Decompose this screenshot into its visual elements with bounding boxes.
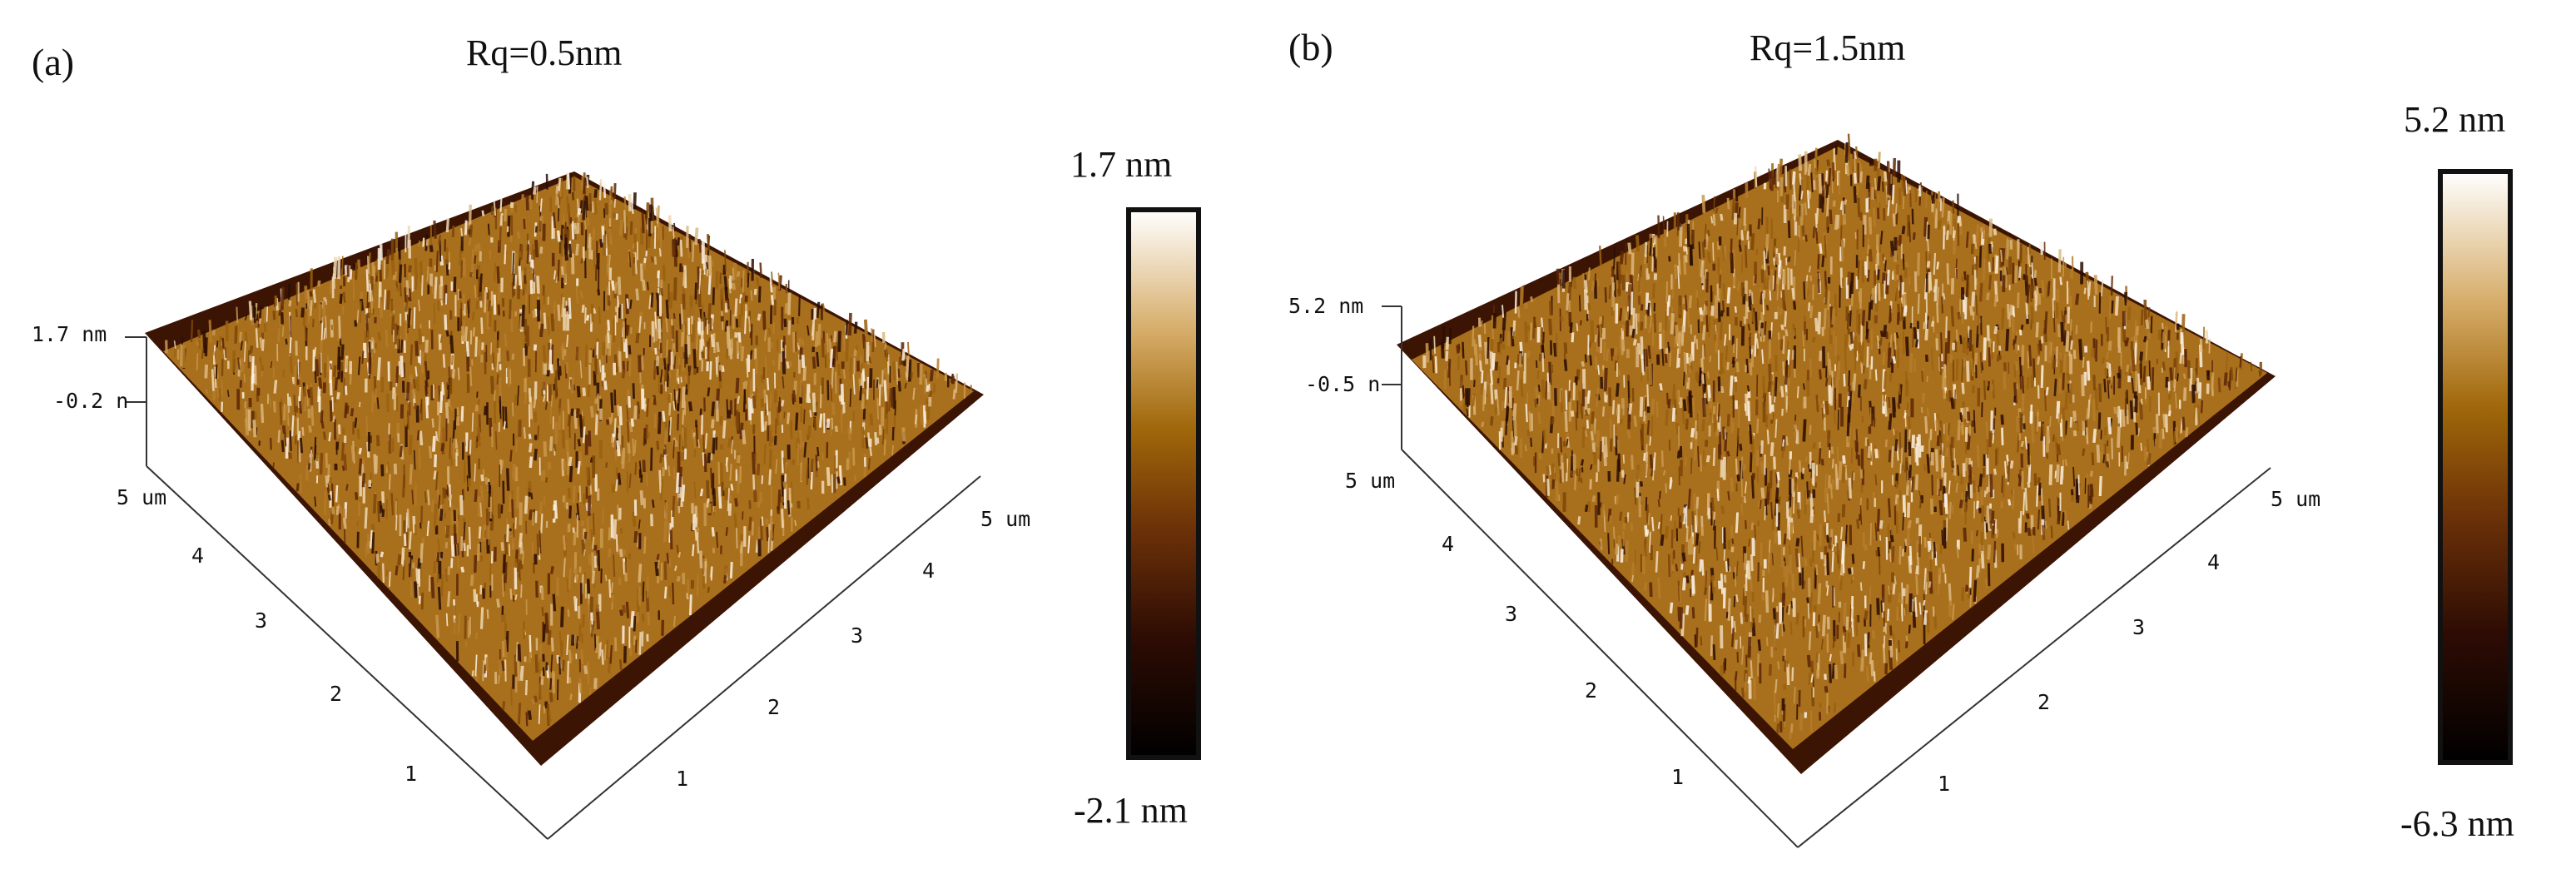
x-axis-ticks: 1 2 3 4 <box>676 559 935 791</box>
panel-label: (a) <box>32 41 74 83</box>
x-axis-max-label: 5 um <box>2271 487 2320 511</box>
y-tick: 4 <box>1442 532 1454 556</box>
x-tick: 2 <box>2037 690 2050 714</box>
z-top-label: 5.2 nm <box>1288 294 1363 318</box>
x-tick: 1 <box>1938 772 1950 796</box>
x-axis-max-label: 5 um <box>980 507 1030 531</box>
panel-title: Rq=1.5nm <box>1750 27 1905 68</box>
x-tick: 3 <box>851 623 863 648</box>
colorbar-min-label: -6.3 nm <box>2400 803 2514 844</box>
y-tick: 1 <box>1671 765 1684 789</box>
x-tick: 1 <box>676 767 688 791</box>
y-axis-ticks: 4 3 2 1 <box>191 544 417 786</box>
afm-panel-b: (b) Rq=1.5nm 5.2 nm -0.5 n 5 um 5 um 4 3… <box>1288 0 2576 879</box>
y-tick: 3 <box>255 608 267 633</box>
x-tick: 4 <box>922 559 935 583</box>
panel-title: Rq=0.5nm <box>466 32 622 73</box>
colorbar-max-label: 5.2 nm <box>2404 99 2505 140</box>
y-axis-ticks: 4 3 2 1 <box>1442 532 1684 789</box>
x-tick: 3 <box>2132 615 2145 639</box>
surface-3d <box>145 171 984 766</box>
z-top-label: 1.7 nm <box>32 322 107 346</box>
y-tick: 3 <box>1505 602 1517 626</box>
surface-3d <box>1397 133 2276 774</box>
y-axis-max-label: 5 um <box>1345 469 1395 493</box>
x-axis-ticks: 1 2 3 4 <box>1938 550 2220 796</box>
surface-texture <box>165 171 972 727</box>
colorbar-min-label: -2.1 nm <box>1074 790 1188 831</box>
axes <box>125 336 981 840</box>
x-tick: 4 <box>2207 550 2220 574</box>
axes <box>1382 305 2271 848</box>
afm-panel-a: (a) Rq=0.5nm 1.7 nm -0.2 n 5 um 5 um 4 3… <box>32 32 1201 840</box>
z-mid-label: -0.2 n <box>53 389 128 413</box>
panel-label: (b) <box>1288 26 1333 68</box>
y-axis-max-label: 5 um <box>117 485 166 509</box>
y-tick: 2 <box>330 682 342 706</box>
y-tick: 1 <box>405 762 417 786</box>
colorbar <box>2438 169 2513 765</box>
afm-figure-a: (a) Rq=0.5nm 1.7 nm -0.2 n 5 um 5 um 4 3… <box>32 32 1201 840</box>
x-tick: 2 <box>767 695 780 719</box>
surface-top <box>1412 146 2267 749</box>
z-mid-label: -0.5 n <box>1305 372 1380 396</box>
surface-texture <box>1422 133 2262 739</box>
afm-figure-b: (b) Rq=1.5nm 5.2 nm -0.5 n 5 um 5 um 4 3… <box>1288 26 2514 848</box>
colorbar-max-label: 1.7 nm <box>1070 144 1172 185</box>
y-tick: 2 <box>1585 678 1597 703</box>
y-tick: 4 <box>191 544 204 568</box>
colorbar <box>1126 207 1201 760</box>
